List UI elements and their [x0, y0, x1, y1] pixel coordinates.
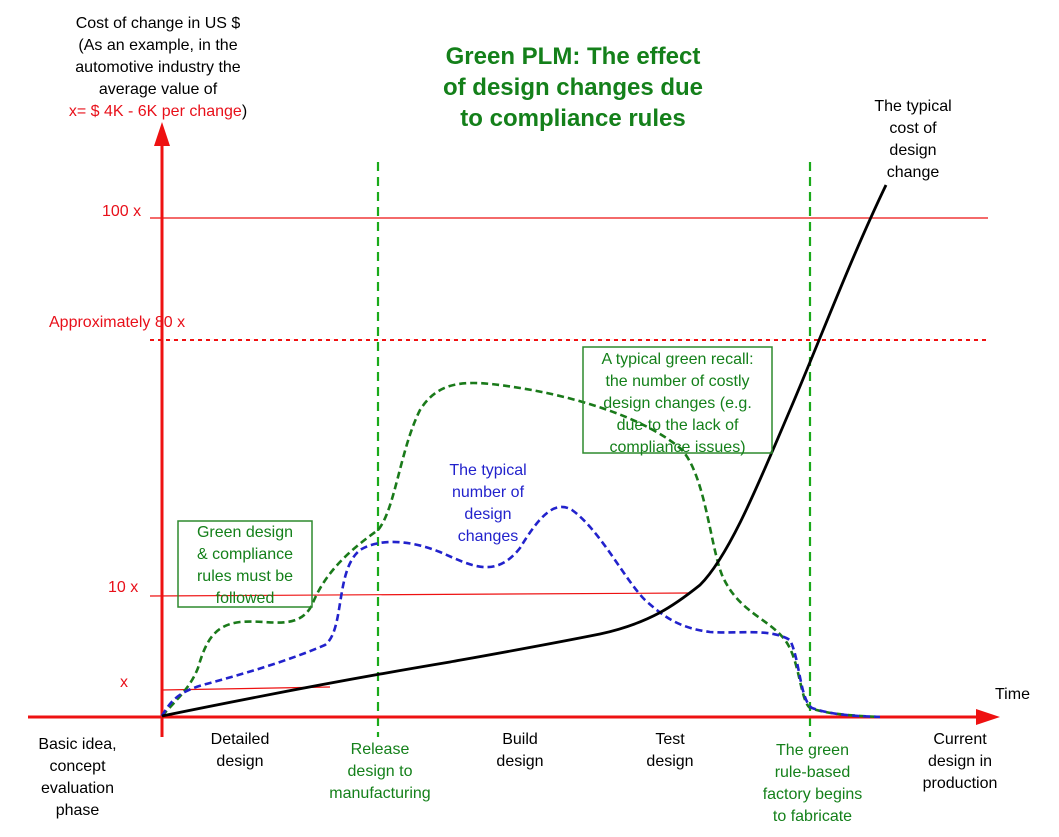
green-recall-line-5: compliance issues) [609, 439, 746, 456]
typical-number-line-3: design [464, 506, 512, 523]
typical-cost-annotation: The typical cost of design change [858, 96, 968, 184]
green-rules-annotation: Green design & compliance rules must be … [178, 522, 312, 610]
x-axis-label: Time [995, 686, 1030, 703]
phase-basic-idea-line-1: Basic idea, [38, 736, 117, 753]
green-rules-line-2: & compliance [196, 546, 294, 563]
phase-detailed-line-1: Detailed [210, 731, 270, 748]
green-rules-line-1: Green design [196, 524, 294, 541]
phase-build-line-2: design [496, 753, 544, 770]
phase-build-line-1: Build [502, 731, 538, 748]
phase-current-design: Current design in production [910, 729, 1010, 795]
level-10-label: 10 x [108, 579, 139, 596]
typical-number-line-2: number of [451, 484, 525, 501]
phase-basic-idea: Basic idea, concept evaluation phase [20, 734, 135, 822]
y-caption-line-2: (As an example, in the [78, 37, 238, 54]
y-caption-close: ) [241, 103, 248, 120]
phase-detailed-line-2: design [216, 753, 264, 770]
title-line-2: of design changes due [442, 74, 704, 101]
phase-test-line-2: design [646, 753, 694, 770]
green-recall-box [582, 346, 773, 454]
typical-cost-line-3: design [889, 142, 937, 159]
green-rules-box [177, 520, 313, 608]
cost-per-change-value: x= $ 4K - 6K per change [68, 103, 242, 120]
title-line-3: to compliance rules [460, 105, 686, 132]
y-caption-line-5: x= $ 4K - 6K per change) [38, 101, 278, 123]
phase-release-line-1: Release [350, 741, 410, 758]
title-line-1: Green PLM: The effect [445, 43, 701, 70]
typical-cost-line-2: cost of [889, 120, 937, 137]
phase-release-design: Release design to manufacturing [315, 739, 445, 805]
phase-factory-line-3: factory begins [762, 786, 863, 803]
typical-cost-curve [161, 184, 888, 718]
y-axis-arrow [154, 122, 170, 146]
phase-factory-line-4: to fabricate [772, 808, 853, 825]
phase-basic-idea-line-2: concept [49, 758, 106, 775]
phase-factory-line-2: rule-based [774, 764, 851, 781]
green-recall-curve [161, 381, 881, 719]
level-80-label: Approximately 80 x [49, 314, 186, 331]
phase-release-line-2: design to [347, 763, 413, 780]
green-recall-line-1: A typical green recall: [601, 351, 754, 368]
phase-test-design: Test design [625, 729, 715, 773]
y-caption-line-4: average value of [98, 81, 218, 98]
level-100-label: 100 x [102, 203, 142, 220]
phase-basic-idea-line-4: phase [55, 802, 100, 819]
phase-release-line-3: manufacturing [329, 785, 431, 802]
level-10-line [149, 592, 691, 597]
green-recall-line-3: design changes (e.g. [603, 395, 752, 412]
level-1-label: x [120, 674, 128, 691]
green-recall-line-2: the number of costly [605, 373, 750, 390]
phase-build-design: Build design [475, 729, 565, 773]
typical-cost-line-4: change [886, 164, 940, 181]
diagram-title: Green PLM: The effect of design changes … [408, 41, 738, 134]
y-caption-line-3: automotive industry the [75, 59, 241, 76]
typical-number-line-1: The typical [449, 462, 527, 479]
phase-basic-idea-line-3: evaluation [41, 780, 114, 797]
typical-number-line-4: changes [457, 528, 519, 545]
phase-green-factory: The green rule-based factory begins to f… [745, 740, 880, 828]
x-axis-arrow [976, 709, 1000, 725]
phase-detailed-design: Detailed design [190, 729, 290, 773]
green-recall-annotation: A typical green recall: the number of co… [583, 349, 772, 459]
green-rules-line-3: rules must be [196, 568, 294, 585]
green-recall-line-4: due to the lack of [616, 417, 739, 434]
y-caption-line-1: Cost of change in US $ [75, 15, 241, 32]
y-axis-caption: Cost of change in US $ (As an example, i… [38, 13, 278, 123]
phase-current-line-2: design in [927, 753, 993, 770]
typical-changes-curve [160, 505, 881, 719]
phase-test-line-1: Test [655, 731, 685, 748]
phase-factory-line-1: The green [776, 742, 849, 759]
phase-current-line-1: Current [933, 731, 987, 748]
typical-cost-line-1: The typical [874, 98, 952, 115]
typical-changes-annotation: The typical number of design changes [433, 460, 543, 548]
phase-current-line-3: production [922, 775, 998, 792]
green-rules-line-4: followed [215, 590, 275, 607]
